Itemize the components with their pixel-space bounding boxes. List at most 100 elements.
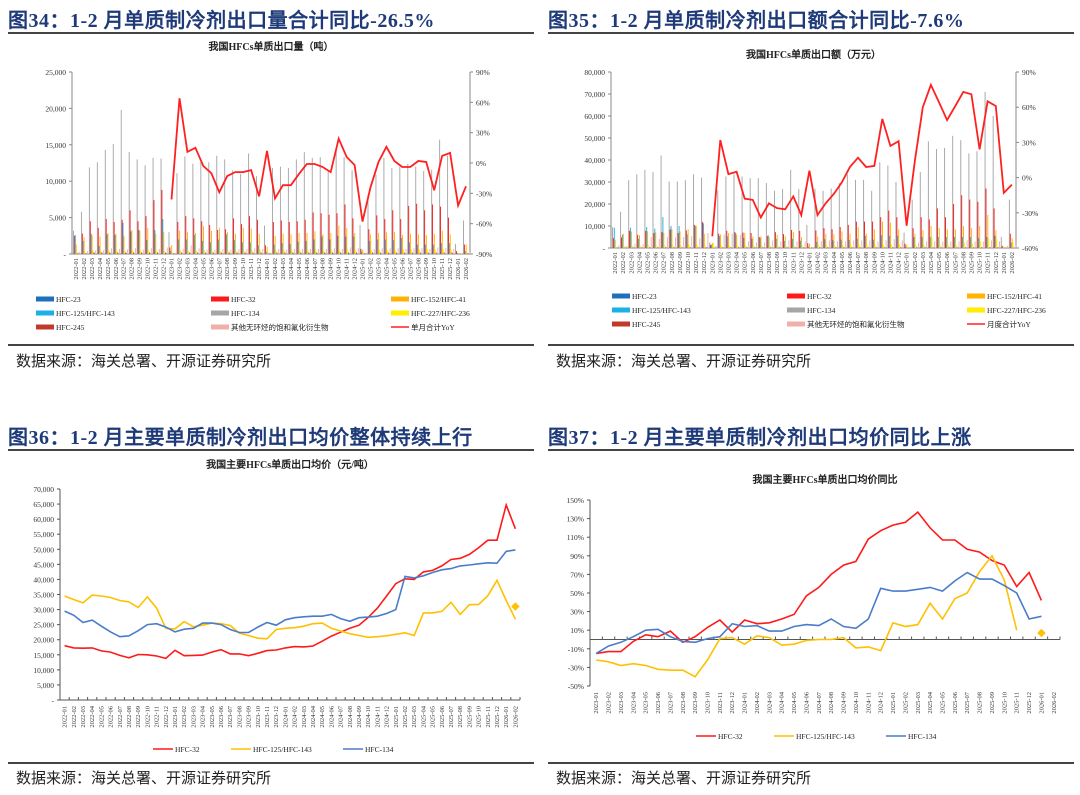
bar-HFC-245 (228, 252, 230, 254)
legend-label: HFC-134 (807, 306, 836, 315)
x-tick-label: 2024-07 (816, 691, 823, 713)
x-tick-label: 2024-09 (841, 692, 848, 714)
bar-其他无环烃的饱和氟化衍生物 (982, 241, 984, 248)
x-tick-label: 2025-10 (476, 706, 483, 728)
source-rule (548, 344, 1074, 346)
x-tick-label: 2022-11 (693, 252, 700, 273)
bar-HFC-152/HFC-41 (995, 230, 997, 248)
bar-HFC-134 (367, 195, 369, 254)
bar-HFC-152/HFC-41 (752, 236, 754, 248)
bar-其他无环烃的饱和氟化衍生物 (926, 241, 928, 248)
bar-HFC-245 (900, 247, 901, 248)
x-tick-label: 2025-05 (391, 258, 398, 280)
bar-HFC-32 (105, 219, 107, 254)
bar-HFC-152/HFC-41 (792, 232, 794, 248)
bar-HFC-125/HFC-143 (864, 235, 866, 248)
bar-HFC-32 (304, 219, 306, 254)
bar-HFC-245 (835, 247, 837, 248)
bar-HFC-32 (161, 189, 163, 254)
bar-其他无环烃的饱和氟化衍生物 (756, 242, 757, 248)
bar-HFC-152/HFC-41 (218, 227, 220, 254)
y-tick-label: 5,000 (37, 681, 54, 690)
bar-HFC-125/HFC-143 (289, 243, 291, 254)
bar-HFC-245 (220, 252, 222, 254)
bar-其他无环烃的饱和氟化衍生物 (1007, 245, 1009, 248)
bar-HFC-32 (888, 210, 890, 248)
x-tick-label: 2023-10 (782, 252, 789, 274)
y2-tick-label: 0% (1022, 174, 1032, 183)
bar-其他无环烃的饱和氟化衍生物 (182, 248, 184, 254)
y-tick-label: 20,000 (45, 104, 66, 113)
x-tick-label: 2025-08 (415, 258, 422, 280)
bar-HFC-245 (916, 247, 918, 248)
bar-HFC-152/HFC-41 (386, 232, 388, 254)
y-tick-label: 30,000 (584, 178, 605, 187)
bar-HFC-134 (927, 141, 929, 248)
bar-HFC-152/HFC-41 (622, 233, 624, 248)
bar-HFC-125/HFC-143 (393, 240, 395, 254)
bar-HFC-125/HFC-143 (751, 238, 753, 248)
bar-HFC-152/HFC-41 (1003, 246, 1005, 248)
x-tick-label: 2023-08 (680, 692, 687, 714)
bar-HFC-125/HFC-143 (800, 240, 802, 248)
x-tick-label: 2023-04 (192, 257, 199, 279)
bar-HFC-152/HFC-41 (362, 249, 364, 254)
bar-HFC-245 (125, 252, 127, 254)
bar-HFC-152/HFC-41 (703, 233, 705, 248)
bar-HFC-134 (701, 177, 703, 248)
x-tick-label: 2026-01 (455, 258, 462, 280)
bar-HFC-32 (352, 218, 354, 254)
bar-HFC-125/HFC-143 (297, 241, 299, 254)
bar-HFC-245 (972, 247, 974, 248)
bar-HFC-125/HFC-143 (913, 237, 915, 248)
bar-HFC-125/HFC-143 (711, 244, 712, 248)
bar-HFC-245 (451, 252, 453, 254)
bar-HFC-134 (984, 91, 986, 248)
bar-HFC-227/HFC-236 (203, 250, 205, 254)
bar-HFC-134 (104, 149, 106, 254)
bar-HFC-125/HFC-143 (265, 251, 267, 254)
bar-HFC-152/HFC-41 (354, 232, 356, 254)
y-tick-label: 55,000 (33, 530, 54, 539)
bar-其他无环烃的饱和氟化衍生物 (461, 253, 463, 254)
bar-HFC-245 (989, 247, 991, 248)
bar-HFC-125/HFC-143 (313, 239, 315, 254)
line-HFC-125/HFC-143 (596, 554, 1018, 678)
bar-HFC-227/HFC-236 (347, 249, 349, 254)
bar-HFC-245 (165, 252, 166, 254)
bar-其他无环烃的饱和氟化衍生物 (731, 233, 733, 248)
x-tick-label: 2024-01 (806, 252, 813, 274)
bar-HFC-152/HFC-41 (465, 244, 467, 254)
bar-HFC-227/HFC-236 (275, 250, 277, 254)
legend-swatch (211, 310, 229, 316)
x-tick-label: 2023-11 (790, 252, 797, 273)
bar-HFC-227/HFC-236 (402, 249, 404, 254)
bar-HFC-152/HFC-41 (394, 232, 396, 254)
x-tick-label: 2024-11 (344, 258, 351, 279)
bar-HFC-227/HFC-236 (688, 244, 690, 248)
bar-HFC-32 (774, 232, 776, 248)
source-rule (8, 762, 534, 764)
bar-HFC-152/HFC-41 (234, 233, 236, 254)
y-tick-label: 45,000 (33, 560, 54, 569)
bar-HFC-125/HFC-143 (385, 239, 387, 254)
bar-HFC-152/HFC-41 (760, 236, 762, 248)
bar-其他无环烃的饱和氟化衍生物 (658, 238, 660, 248)
bar-其他无环烃的饱和氟化衍生物 (934, 241, 936, 248)
x-tick-label: 2023-03 (184, 258, 191, 280)
x-tick-label: 2022-11 (154, 706, 161, 727)
x-tick-label: 2022-12 (161, 258, 168, 280)
bar-其他无环烃的饱和氟化衍生物 (788, 240, 790, 248)
bar-HFC-245 (794, 247, 796, 248)
bar-HFC-134 (303, 152, 305, 254)
bar-HFC-134 (415, 166, 417, 254)
bar-HFC-134 (871, 190, 873, 248)
bar-HFC-125/HFC-143 (345, 236, 347, 254)
x-tick-label: 2024-11 (865, 692, 872, 713)
bar-HFC-245 (356, 252, 357, 254)
bar-HFC-134 (733, 174, 735, 248)
legend-swatch (211, 296, 229, 302)
bar-HFC-152/HFC-41 (768, 237, 770, 248)
figure-37: 图37：1-2 月主要单质制冷剂出口均价同比上涨 我国主要HFCs单质出口均价同… (548, 415, 1078, 795)
x-tick-label: 2025-06 (399, 257, 406, 279)
